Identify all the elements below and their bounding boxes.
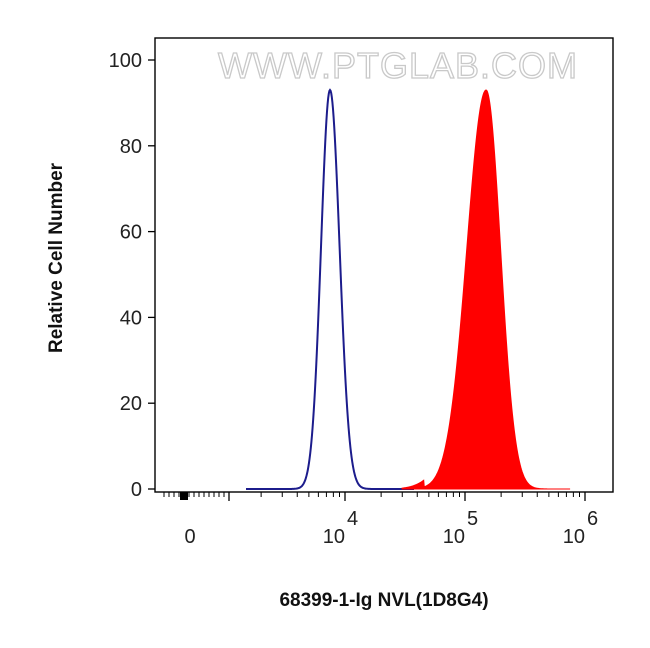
y-tick-label: 0 <box>131 479 142 501</box>
x-tick-label-base: 10 <box>443 526 465 548</box>
watermark-text: WWW.PTGLAB.COM <box>218 45 578 86</box>
sample-histogram-filled <box>401 89 571 490</box>
x-zero-marker <box>180 492 188 500</box>
histogram-layer <box>246 88 571 490</box>
x-tick-label-base: 10 <box>323 526 345 548</box>
y-axis: 0 20 40 60 80 100 <box>109 50 155 501</box>
control-histogram-outline <box>246 88 414 490</box>
x-tick-label-exponent: 6 <box>587 508 598 530</box>
x-tick-label-base: 10 <box>563 526 585 548</box>
y-tick-label: 100 <box>109 50 142 72</box>
plot-frame <box>154 37 614 493</box>
y-axis-title: Relative Cell Number <box>46 162 67 353</box>
x-tick-label-exponent: 5 <box>467 508 478 530</box>
y-tick-label: 80 <box>120 136 142 158</box>
x-axis-title: 68399-1-Ig NVL(1D8G4) <box>279 590 488 611</box>
y-tick-label: 20 <box>120 393 142 415</box>
x-tick-label: 0 <box>184 526 195 548</box>
x-tick-label-exponent: 4 <box>347 508 358 530</box>
y-tick-label: 40 <box>120 307 142 329</box>
y-tick-label: 60 <box>120 222 142 244</box>
